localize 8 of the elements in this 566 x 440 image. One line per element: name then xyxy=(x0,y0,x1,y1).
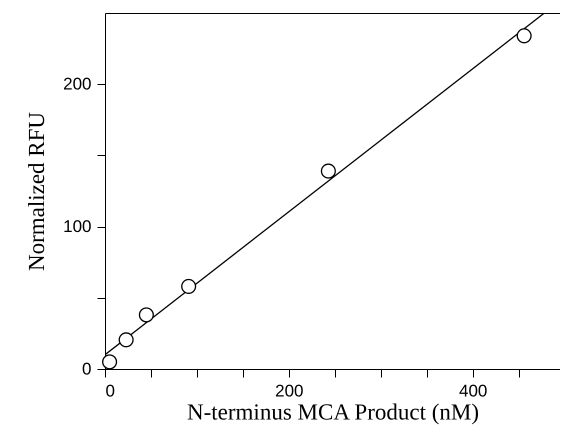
y-tick-label: 0 xyxy=(82,360,92,378)
y-tick-label: 100 xyxy=(63,217,92,236)
x-axis-title: N-terminus MCA Product (nM) xyxy=(187,400,479,424)
y-axis-title: Normalized RFU xyxy=(24,112,50,272)
x-tick-label: 200 xyxy=(275,382,304,400)
y-tick-label: 200 xyxy=(63,74,92,94)
x-tick-label: 0 xyxy=(106,382,115,400)
x-tick-label: 400 xyxy=(458,382,488,400)
